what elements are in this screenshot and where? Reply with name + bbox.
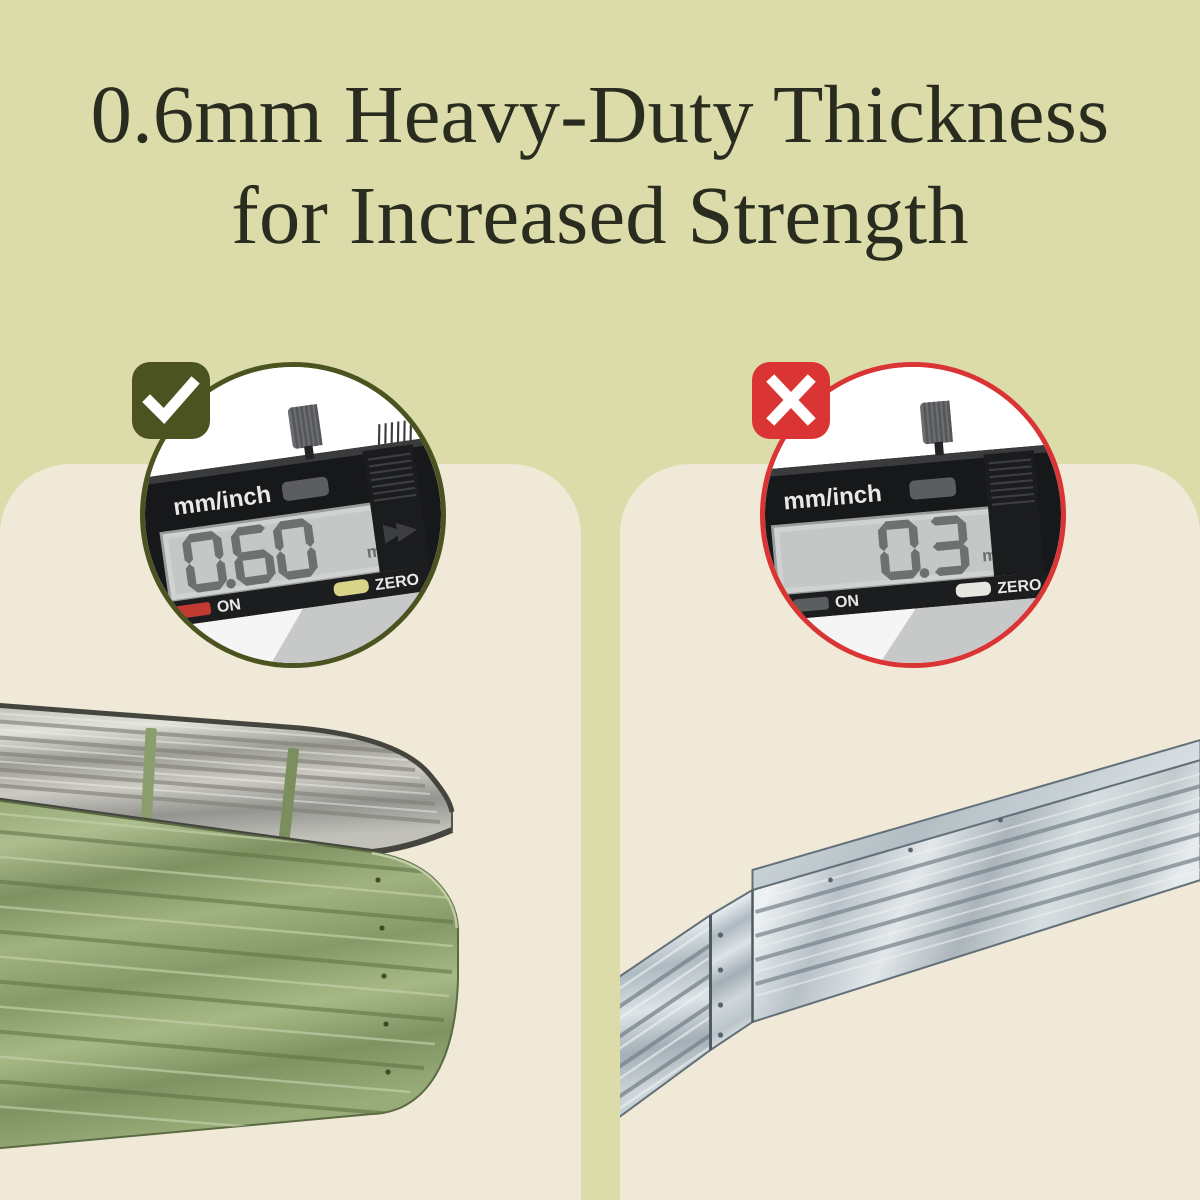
svg-text:ON: ON [216,595,242,616]
svg-text:ON: ON [834,592,859,612]
